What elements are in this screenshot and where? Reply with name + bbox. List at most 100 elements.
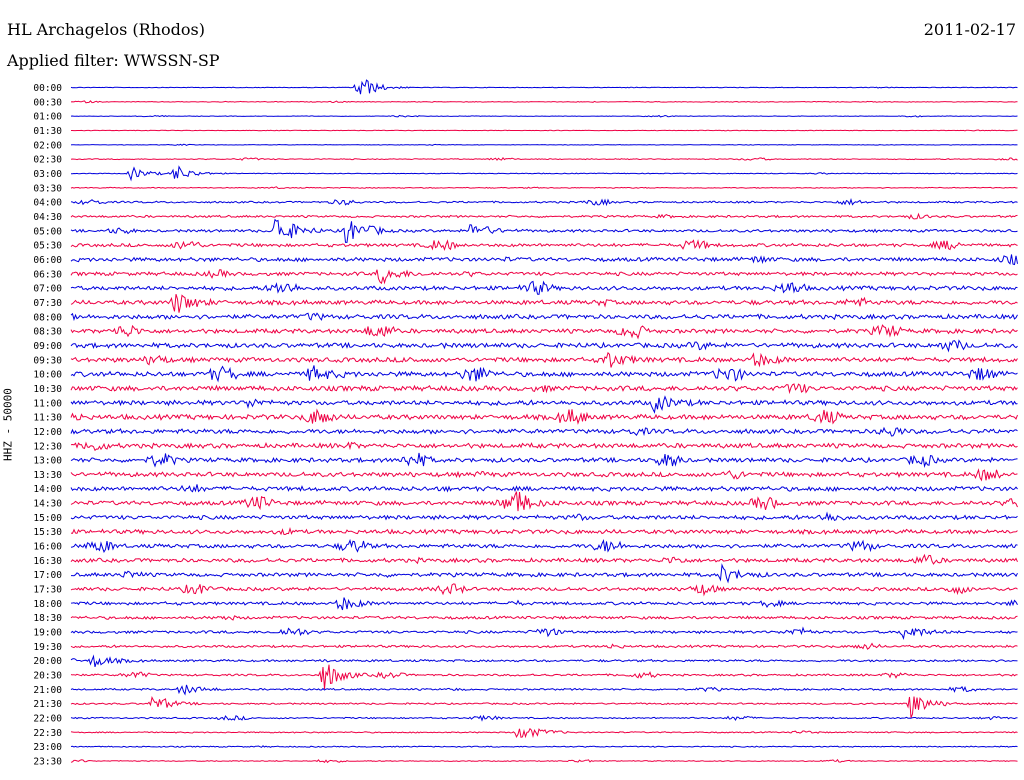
row-label: 09:00 xyxy=(33,341,62,352)
row-label: 06:30 xyxy=(33,269,62,280)
trace-0130 xyxy=(71,129,1018,132)
trace-2230 xyxy=(70,727,1018,739)
row-label: 01:00 xyxy=(33,112,62,123)
trace-1430 xyxy=(70,491,1018,512)
trace-1900 xyxy=(70,626,1018,640)
row-label: 23:00 xyxy=(33,742,62,753)
trace-1930 xyxy=(70,642,1018,650)
trace-0430 xyxy=(70,212,1018,220)
trace-0830 xyxy=(70,324,1018,340)
trace-0200 xyxy=(70,143,1018,146)
trace-2300 xyxy=(70,745,1018,748)
trace-1730 xyxy=(70,583,1018,597)
trace-1230 xyxy=(70,441,1018,452)
row-label: 02:00 xyxy=(33,140,62,151)
trace-1500 xyxy=(70,511,1018,522)
row-label: 21:30 xyxy=(33,699,62,710)
trace-1600 xyxy=(70,538,1018,554)
trace-0700 xyxy=(70,280,1018,295)
trace-0030 xyxy=(70,100,1018,104)
filter-label: Applied filter: WWSSN-SP xyxy=(7,51,220,70)
row-label: 03:30 xyxy=(33,183,62,194)
trace-0330 xyxy=(70,186,1018,190)
trace-1200 xyxy=(70,426,1018,437)
row-label: 16:30 xyxy=(33,556,62,567)
trace-2200 xyxy=(70,714,1018,722)
trace-2330 xyxy=(70,758,1018,764)
row-label: 00:00 xyxy=(33,83,62,94)
row-label: 06:00 xyxy=(33,255,62,266)
trace-1700 xyxy=(71,563,1018,584)
row-label: 19:00 xyxy=(33,628,62,639)
row-label: 04:00 xyxy=(33,198,62,209)
trace-0800 xyxy=(70,312,1018,322)
trace-1300 xyxy=(70,452,1018,468)
trace-0930 xyxy=(70,351,1018,368)
row-label: 12:30 xyxy=(33,441,62,452)
trace-2030 xyxy=(70,664,1018,690)
trace-1800 xyxy=(70,597,1018,611)
trace-1000 xyxy=(70,365,1018,383)
station-title: HL Archagelos (Rhodos) xyxy=(7,20,205,39)
row-label: 14:00 xyxy=(33,484,62,495)
row-label: 10:30 xyxy=(33,384,62,395)
row-label: 15:00 xyxy=(33,513,62,524)
trace-1400 xyxy=(70,484,1018,493)
trace-1130 xyxy=(70,408,1018,425)
trace-0100 xyxy=(70,114,1018,118)
trace-0530 xyxy=(70,239,1018,252)
row-label: 18:30 xyxy=(33,613,62,624)
row-label: 20:30 xyxy=(33,671,62,682)
row-label: 03:00 xyxy=(33,169,62,180)
row-label: 13:30 xyxy=(33,470,62,481)
trace-1330 xyxy=(70,468,1018,482)
row-label: 19:30 xyxy=(33,642,62,653)
trace-0630 xyxy=(70,269,1018,285)
trace-1100 xyxy=(70,395,1018,414)
trace-1830 xyxy=(70,615,1018,621)
row-label: 01:30 xyxy=(33,126,62,137)
row-label: 20:00 xyxy=(33,656,62,667)
row-label: 23:30 xyxy=(33,757,62,768)
trace-1030 xyxy=(70,383,1018,395)
row-label: 02:30 xyxy=(33,155,62,166)
row-label: 05:30 xyxy=(33,241,62,252)
trace-0300 xyxy=(71,165,1018,182)
trace-0000 xyxy=(70,79,1018,95)
row-label: 13:00 xyxy=(33,456,62,467)
row-label: 11:00 xyxy=(33,398,62,409)
trace-0500 xyxy=(70,218,1018,243)
row-label: 08:30 xyxy=(33,327,62,338)
row-label: 22:00 xyxy=(33,714,62,725)
row-label: 21:00 xyxy=(33,685,62,696)
row-label: 11:30 xyxy=(33,413,62,424)
row-label: 07:00 xyxy=(33,284,62,295)
row-label: 17:30 xyxy=(33,585,62,596)
trace-2130 xyxy=(70,696,1018,718)
row-label: 17:00 xyxy=(33,570,62,581)
trace-2000 xyxy=(70,654,1018,668)
trace-0900 xyxy=(70,339,1018,353)
row-label: 04:30 xyxy=(33,212,62,223)
row-label: 09:30 xyxy=(33,355,62,366)
trace-0600 xyxy=(70,254,1018,266)
row-label: 14:30 xyxy=(33,499,62,510)
row-label: 05:00 xyxy=(33,226,62,237)
row-label: 12:00 xyxy=(33,427,62,438)
row-label: 16:00 xyxy=(33,542,62,553)
trace-1630 xyxy=(70,553,1018,565)
trace-0400 xyxy=(70,198,1018,207)
row-label: 07:30 xyxy=(33,298,62,309)
row-label: 00:30 xyxy=(33,97,62,108)
row-label: 22:30 xyxy=(33,728,62,739)
trace-1530 xyxy=(70,526,1018,536)
row-label: 10:00 xyxy=(33,370,62,381)
row-label: 18:00 xyxy=(33,599,62,610)
row-label: 15:30 xyxy=(33,527,62,538)
trace-0230 xyxy=(70,156,1018,161)
date-label: 2011-02-17 xyxy=(923,20,1016,39)
trace-2100 xyxy=(70,684,1018,696)
row-label: 08:00 xyxy=(33,312,62,323)
trace-0730 xyxy=(70,294,1018,313)
